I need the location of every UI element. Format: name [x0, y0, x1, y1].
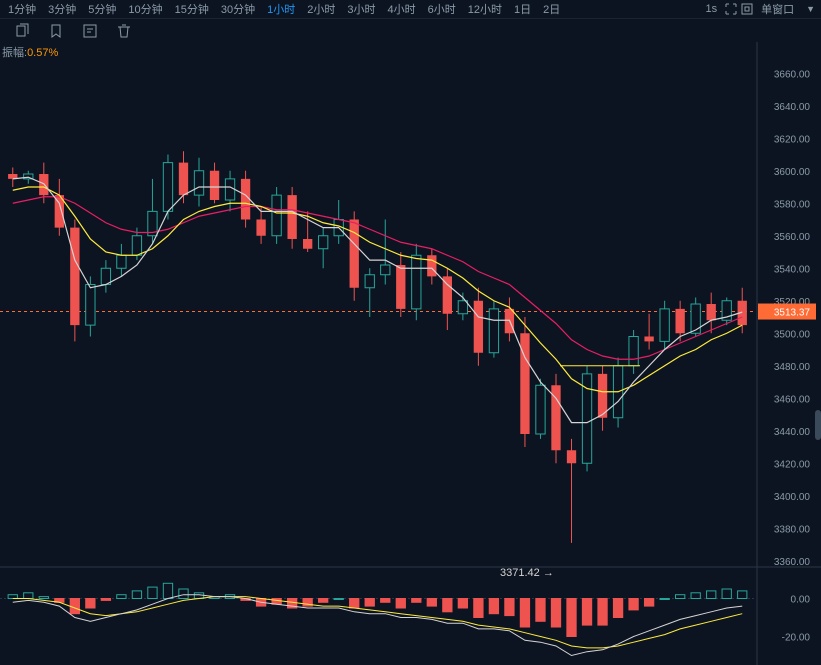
timeframe-10分钟[interactable]: 10分钟 — [122, 1, 168, 17]
timeframe-2日[interactable]: 2日 — [537, 1, 566, 17]
timeframe-30分钟[interactable]: 30分钟 — [215, 1, 261, 17]
timeframe-12小时[interactable]: 12小时 — [462, 1, 508, 17]
bookmark-icon[interactable] — [48, 23, 64, 39]
svg-text:3360.00: 3360.00 — [774, 557, 811, 568]
svg-text:3400.00: 3400.00 — [774, 492, 811, 503]
fullscreen-icon[interactable] — [725, 3, 737, 15]
scrollbar-thumb[interactable] — [815, 410, 821, 440]
svg-text:3371.42 →: 3371.42 → — [500, 567, 554, 579]
timeframe-6小时[interactable]: 6小时 — [422, 1, 462, 17]
timeframe-1分钟[interactable]: 1分钟 — [2, 1, 42, 17]
copy-icon[interactable] — [14, 23, 30, 39]
svg-text:3380.00: 3380.00 — [774, 524, 811, 535]
speed-label[interactable]: 1s — [701, 3, 721, 15]
chart-area[interactable]: 3360.00 3380.00 3400.00 3420.00 3440.00 3460.… — [0, 42, 821, 665]
chart-container: 1分钟3分钟5分钟10分钟15分钟30分钟1小时2小时3小时4小时6小时12小时… — [0, 0, 821, 665]
timeframe-right-controls: 1s 单窗口 ▼ — [701, 1, 819, 17]
svg-text:-20.00: -20.00 — [782, 633, 811, 644]
amplitude-value: 0.57% — [27, 47, 58, 59]
svg-text:3580.00: 3580.00 — [774, 199, 811, 210]
window-mode-label[interactable]: 单窗口 — [757, 1, 798, 17]
svg-text:3540.00: 3540.00 — [774, 264, 811, 275]
timeframe-bar: 1分钟3分钟5分钟10分钟15分钟30分钟1小时2小时3小时4小时6小时12小时… — [0, 0, 821, 19]
svg-text:3460.00: 3460.00 — [774, 394, 811, 405]
svg-text:3640.00: 3640.00 — [774, 102, 811, 113]
svg-text:3480.00: 3480.00 — [774, 362, 811, 373]
icon-toolbar — [0, 19, 821, 43]
timeframe-1日[interactable]: 1日 — [508, 1, 537, 17]
svg-text:3620.00: 3620.00 — [774, 134, 811, 145]
svg-text:3420.00: 3420.00 — [774, 459, 811, 470]
timeframe-15分钟[interactable]: 15分钟 — [169, 1, 215, 17]
settings-icon[interactable] — [741, 3, 753, 15]
svg-text:3600.00: 3600.00 — [774, 167, 811, 178]
note-icon[interactable] — [82, 23, 98, 39]
svg-text:0.00: 0.00 — [791, 595, 811, 606]
timeframe-4小时[interactable]: 4小时 — [382, 1, 422, 17]
svg-text:3660.00: 3660.00 — [774, 69, 811, 80]
indicator-info: 振幅:0.57% — [2, 44, 58, 60]
svg-text:3513.37: 3513.37 — [774, 308, 811, 319]
amplitude-label: 振幅: — [2, 47, 27, 59]
timeframe-3小时[interactable]: 3小时 — [341, 1, 381, 17]
timeframe-3分钟[interactable]: 3分钟 — [42, 1, 82, 17]
svg-text:3440.00: 3440.00 — [774, 427, 811, 438]
svg-text:3500.00: 3500.00 — [774, 329, 811, 340]
timeframe-2小时[interactable]: 2小时 — [301, 1, 341, 17]
svg-text:3560.00: 3560.00 — [774, 232, 811, 243]
dropdown-icon[interactable]: ▼ — [802, 4, 819, 14]
timeframe-5分钟[interactable]: 5分钟 — [82, 1, 122, 17]
timeframe-1小时[interactable]: 1小时 — [261, 1, 301, 17]
delete-icon[interactable] — [116, 23, 132, 39]
